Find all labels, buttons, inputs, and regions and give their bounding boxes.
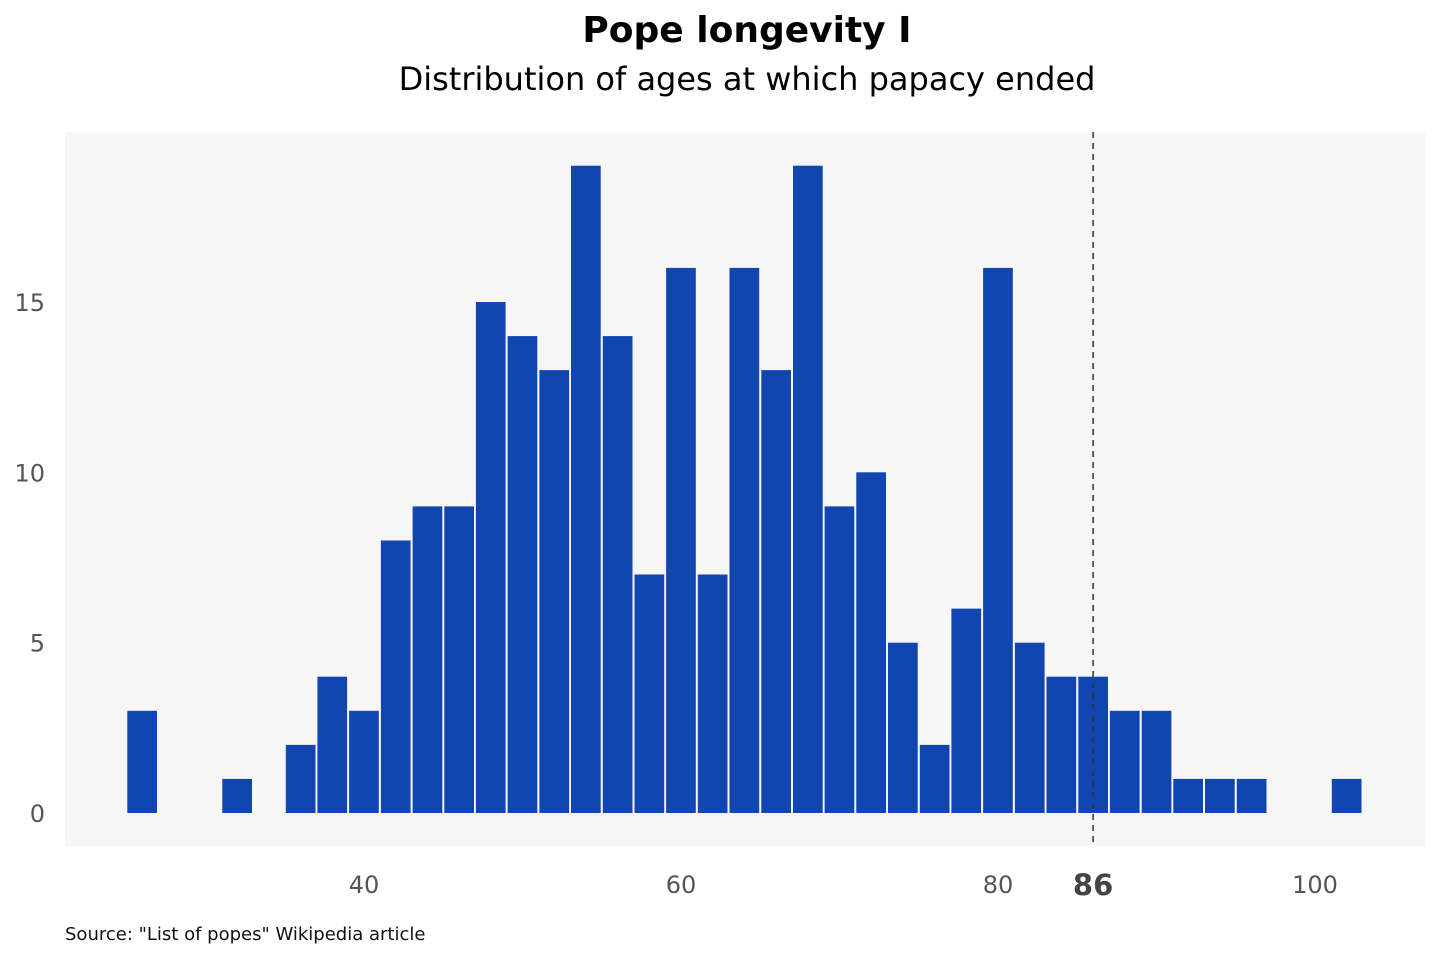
bar-age-96 xyxy=(1236,778,1267,813)
bar-age-84 xyxy=(1046,676,1077,813)
bar-age-40 xyxy=(349,710,379,813)
bar-age-76 xyxy=(919,744,950,813)
y-tick-label-5: 5 xyxy=(30,630,45,658)
bar-age-32 xyxy=(222,778,252,813)
bar-age-52 xyxy=(539,370,570,813)
bar-age-70 xyxy=(824,506,855,813)
bar-age-46 xyxy=(444,506,474,813)
x-axis-ticks: 40 60 80 100 xyxy=(349,871,1338,899)
source-note: Source: "List of popes" Wikipedia articl… xyxy=(65,924,425,945)
chart-subtitle: Distribution of ages at which papacy end… xyxy=(399,60,1096,98)
bar-age-64 xyxy=(729,267,760,813)
bar-age-56 xyxy=(602,336,633,813)
bar-age-94 xyxy=(1205,778,1235,813)
bar-age-50 xyxy=(507,336,538,813)
x-tick-label-60: 60 xyxy=(666,871,697,899)
y-tick-label-10: 10 xyxy=(14,459,45,487)
bar-age-66 xyxy=(761,370,791,813)
bar-age-74 xyxy=(888,642,918,813)
x-tick-label-40: 40 xyxy=(349,871,380,899)
bar-age-80 xyxy=(983,267,1013,813)
bar-age-54 xyxy=(571,165,601,813)
bar-age-78 xyxy=(951,608,982,813)
chart-title: Pope longevity I xyxy=(582,10,911,51)
bar-age-48 xyxy=(475,302,506,813)
bar-age-36 xyxy=(285,744,316,813)
reference-line-label: 86 xyxy=(1073,868,1113,902)
y-axis-ticks: 0 5 10 15 xyxy=(14,289,45,828)
bar-age-60 xyxy=(666,267,696,813)
bar-age-62 xyxy=(697,574,728,813)
bar-age-26 xyxy=(127,710,157,813)
bar-age-86 xyxy=(1078,676,1108,813)
bar-age-88 xyxy=(1109,710,1140,813)
x-tick-label-80: 80 xyxy=(983,871,1014,899)
bar-age-38 xyxy=(317,676,348,813)
bar-age-72 xyxy=(856,472,886,813)
bar-age-102 xyxy=(1331,778,1362,813)
bar-age-92 xyxy=(1173,778,1203,813)
bar-age-90 xyxy=(1141,710,1172,813)
y-tick-label-15: 15 xyxy=(14,289,45,317)
x-tick-label-100: 100 xyxy=(1292,871,1338,899)
bar-age-68 xyxy=(793,165,823,813)
bars-group xyxy=(127,165,1362,813)
bar-age-58 xyxy=(634,574,665,813)
bar-age-44 xyxy=(412,506,443,813)
bar-age-42 xyxy=(380,540,411,813)
y-tick-label-0: 0 xyxy=(30,800,45,828)
bar-age-82 xyxy=(1014,642,1045,813)
